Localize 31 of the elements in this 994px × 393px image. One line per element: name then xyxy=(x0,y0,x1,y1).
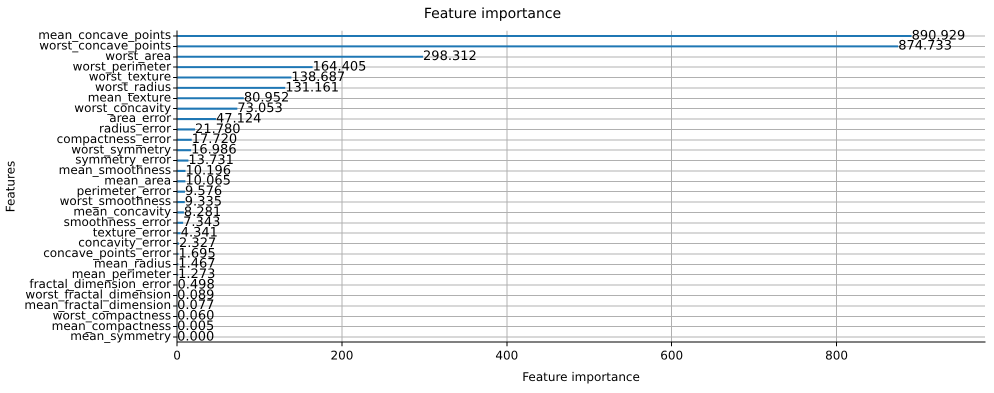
bar xyxy=(178,149,192,152)
x-tick-label: 800 xyxy=(825,348,848,363)
bar xyxy=(178,170,186,172)
bar xyxy=(178,160,188,162)
x-axis-title: Feature importance xyxy=(522,370,640,384)
bar xyxy=(178,201,185,204)
bar xyxy=(178,45,898,48)
bar xyxy=(178,34,912,38)
bar xyxy=(178,56,424,58)
bar xyxy=(178,190,185,193)
bar xyxy=(178,222,184,224)
bar xyxy=(178,211,184,214)
bar xyxy=(178,86,286,89)
x-tick-label: 400 xyxy=(495,348,518,363)
bar xyxy=(178,108,238,110)
bar xyxy=(178,232,181,234)
x-tick-label: 0 xyxy=(173,348,181,363)
chart-title: Feature importance xyxy=(424,6,562,22)
bar xyxy=(178,118,216,120)
bar xyxy=(178,138,192,141)
bar xyxy=(178,128,196,130)
x-tick-label: 200 xyxy=(330,348,354,363)
bar xyxy=(178,97,244,100)
data-label: 298.312 xyxy=(423,49,477,64)
y-axis-title: Features xyxy=(3,160,18,212)
bar xyxy=(178,180,186,182)
y-tick-label: mean_concave_points xyxy=(38,28,172,42)
bar xyxy=(178,66,313,68)
bar xyxy=(178,76,292,79)
y-tick-label: worst_perimeter xyxy=(72,59,172,74)
x-tick-label: 600 xyxy=(660,348,684,363)
